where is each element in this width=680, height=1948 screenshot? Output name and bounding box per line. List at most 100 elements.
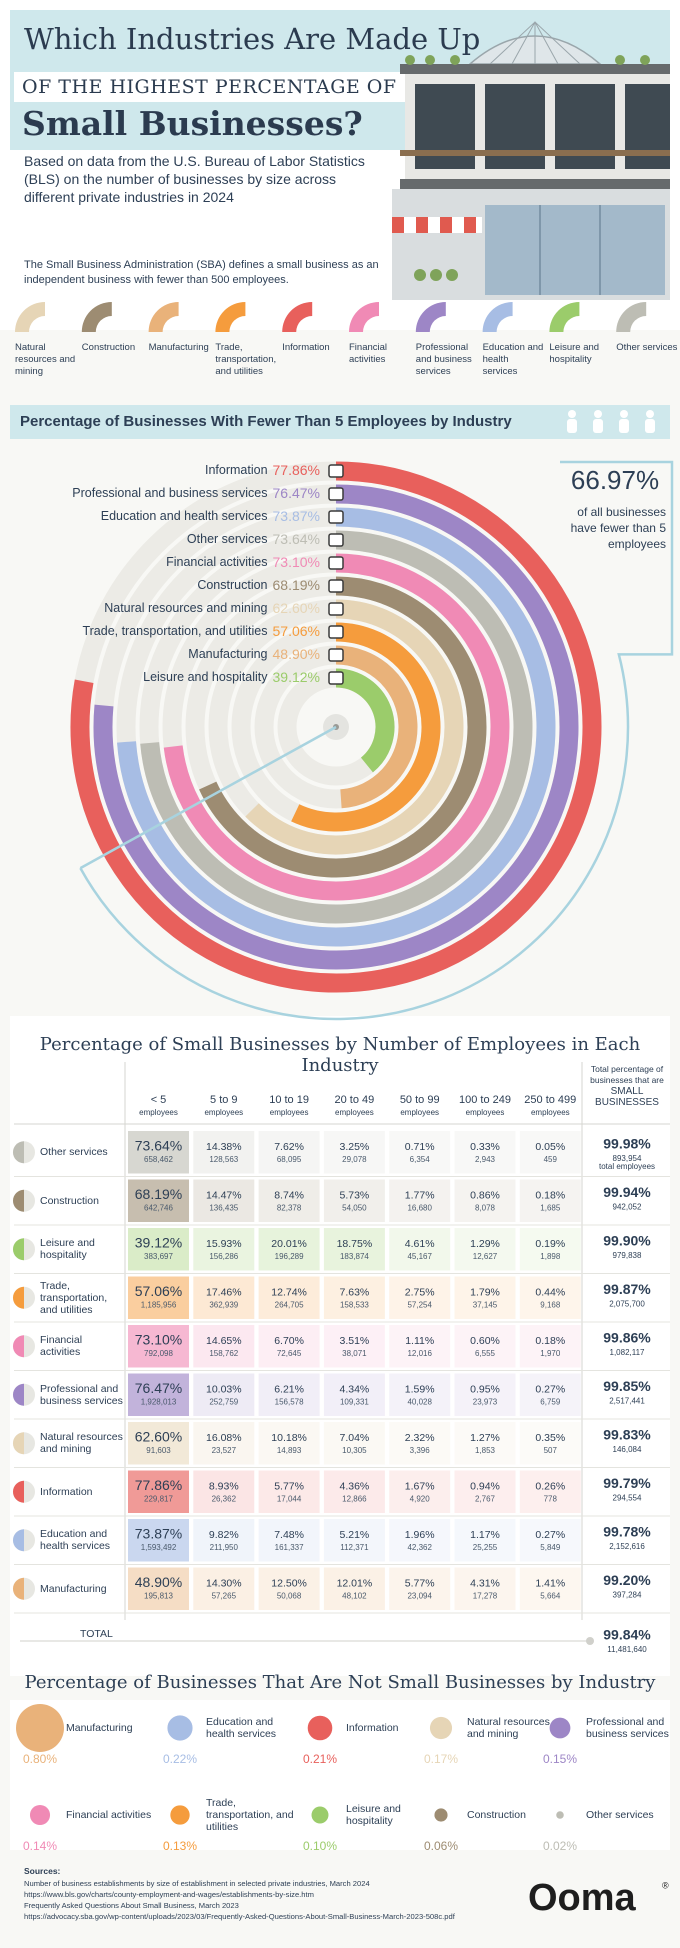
column-unit: employees — [204, 1108, 243, 1117]
cell-percent: 48.90% — [135, 1574, 182, 1590]
cell-count: 8,078 — [475, 1204, 496, 1213]
cell-percent: 4.31% — [470, 1577, 500, 1589]
cell-shade — [193, 1470, 255, 1513]
bubble-value: 0.13% — [163, 1839, 197, 1853]
cell-shade — [519, 1567, 581, 1610]
legend-icon — [15, 302, 45, 332]
cell-count: 38,071 — [342, 1349, 367, 1358]
bubble-label: Professional and business services — [586, 1716, 669, 1740]
cell-percent: 7.04% — [340, 1432, 370, 1444]
cell-count: 658,462 — [144, 1155, 173, 1164]
value-label: 77.86% — [273, 462, 320, 478]
cell-percent: 17.46% — [206, 1286, 242, 1298]
cell-percent: 39.12% — [135, 1235, 182, 1251]
total-count: 11,481,640 — [607, 1645, 647, 1654]
total-percent: 99.83% — [603, 1427, 651, 1443]
row-icon-accent — [13, 1480, 24, 1503]
radial-label: Manufacturing 48.90% — [188, 646, 320, 662]
radial-bar — [163, 553, 510, 901]
category-name: Information — [205, 463, 268, 477]
cell-count: 183,874 — [340, 1252, 369, 1261]
cell-percent: 77.86% — [135, 1477, 182, 1493]
cell-count: 29,078 — [342, 1155, 367, 1164]
cell-shade — [323, 1567, 385, 1610]
row-name: Natural resources and mining — [40, 1431, 123, 1456]
bubble-value: 0.21% — [303, 1752, 337, 1766]
radial-label: Other services 73.64% — [187, 531, 320, 547]
cell-count: 196,289 — [275, 1252, 304, 1261]
radial-bar — [335, 645, 418, 809]
legend-icon — [616, 302, 647, 332]
cell-count: 1,593,492 — [141, 1543, 177, 1552]
value-label: 73.10% — [273, 554, 320, 570]
bubble — [434, 1808, 448, 1822]
cell-shade — [193, 1567, 255, 1610]
cell-percent: 0.35% — [535, 1432, 565, 1444]
column-unit: employees — [335, 1108, 374, 1117]
cell-count: 1,970 — [540, 1349, 561, 1358]
total-count: 1,082,117 — [610, 1348, 646, 1357]
cell-count: 1,685 — [540, 1204, 561, 1213]
value-label: 73.87% — [273, 508, 320, 524]
column-unit: employees — [139, 1108, 178, 1117]
bubble — [549, 1717, 571, 1739]
cell-percent: 14.47% — [206, 1189, 242, 1201]
total-count: 893,954 — [613, 1154, 642, 1163]
cell-shade — [323, 1228, 385, 1271]
cell-count: 72,645 — [277, 1349, 302, 1358]
cell-shade — [128, 1373, 189, 1416]
cell-percent: 18.75% — [337, 1238, 373, 1250]
cell-shade — [389, 1567, 451, 1610]
cell-shade — [519, 1325, 581, 1368]
bubble-label: Natural resources and mining — [467, 1716, 550, 1740]
cell-shade — [258, 1373, 320, 1416]
cell-shade — [258, 1228, 320, 1271]
source-line: Frequently Asked Questions About Small B… — [24, 1901, 239, 1910]
source-line: https://www.bls.gov/charts/county-employ… — [24, 1890, 314, 1899]
legend-icon — [415, 302, 446, 332]
cell-percent: 7.63% — [340, 1286, 370, 1298]
cell-count: 23,094 — [407, 1592, 432, 1601]
cell-count: 37,145 — [473, 1301, 498, 1310]
cell-shade — [323, 1325, 385, 1368]
cell-count: 383,697 — [144, 1252, 173, 1261]
category-name: Professional and business services — [72, 486, 267, 500]
legend-label: Construction — [81, 342, 136, 353]
cell-shade — [258, 1422, 320, 1465]
bubble-value: 0.22% — [163, 1752, 197, 1766]
cell-shade — [454, 1179, 516, 1222]
bar-icon — [328, 533, 344, 547]
section-title: Percentage of Small Businesses by Number… — [39, 1034, 641, 1076]
cell-percent: 73.10% — [135, 1332, 182, 1348]
cell-shade — [519, 1131, 581, 1174]
cell-count: 9,168 — [540, 1301, 561, 1310]
value-label: 76.47% — [273, 485, 320, 501]
cell-percent: 0.95% — [470, 1383, 500, 1395]
section-band — [10, 405, 670, 439]
cell-shade — [323, 1276, 385, 1319]
bubble-label: Construction — [467, 1809, 526, 1821]
cell-shade — [454, 1228, 516, 1271]
cell-count: 6,354 — [410, 1155, 431, 1164]
category-name: Leisure and hospitality — [143, 670, 268, 684]
cell-shade — [389, 1470, 451, 1513]
bubble — [556, 1811, 564, 1819]
cell-count: 45,167 — [407, 1252, 432, 1261]
cell-count: 4,920 — [410, 1495, 431, 1504]
cell-shade — [128, 1325, 189, 1368]
total-percent: 99.87% — [603, 1281, 651, 1297]
legend-label: Manufacturing — [148, 342, 209, 353]
row-name: Manufacturing — [40, 1582, 107, 1595]
cell-count: 1,928,013 — [141, 1398, 177, 1407]
cell-count: 156,578 — [275, 1398, 304, 1407]
cell-percent: 1.79% — [470, 1286, 500, 1298]
cell-percent: 12.01% — [337, 1577, 373, 1589]
total-count: 979,838 — [613, 1251, 642, 1260]
cell-percent: 14.38% — [206, 1141, 242, 1153]
legend-icon — [349, 302, 379, 332]
cell-percent: 0.18% — [535, 1335, 565, 1347]
cell-shade — [389, 1422, 451, 1465]
row-name: Trade, transportation, and utilities — [40, 1279, 108, 1316]
total-percent: 99.78% — [603, 1524, 651, 1540]
cell-count: 23,973 — [473, 1398, 498, 1407]
